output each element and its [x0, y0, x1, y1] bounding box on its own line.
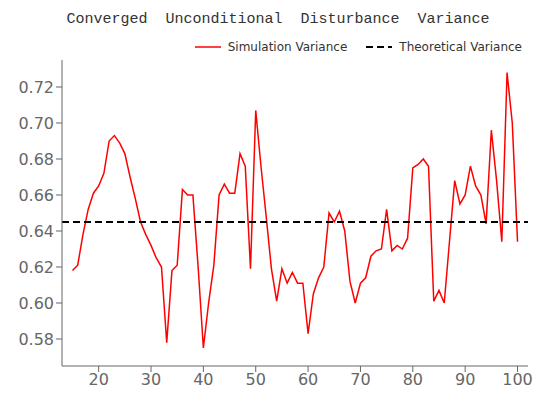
svg-text:30: 30	[141, 370, 161, 389]
svg-text:0.66: 0.66	[18, 186, 54, 205]
svg-text:60: 60	[298, 370, 318, 389]
svg-text:100: 100	[502, 370, 533, 389]
svg-text:0.62: 0.62	[18, 258, 54, 277]
svg-text:70: 70	[350, 370, 370, 389]
svg-text:90: 90	[455, 370, 475, 389]
svg-text:0.70: 0.70	[18, 114, 54, 133]
svg-text:50: 50	[246, 370, 266, 389]
svg-text:80: 80	[403, 370, 423, 389]
svg-text:0.68: 0.68	[18, 150, 54, 169]
html-text:Converged Unconditional Distur: Converged Unconditional Disturbance Vari…	[66, 11, 490, 28]
svg-text:0.60: 0.60	[18, 294, 54, 313]
html-text:Theoretical Variance: Theoretical Variance	[399, 40, 522, 54]
svg-text:0.58: 0.58	[18, 330, 54, 349]
svg-text:0.72: 0.72	[18, 78, 54, 97]
html-text:Simulation Variance: Simulation Variance	[227, 40, 348, 54]
svg-text:0.64: 0.64	[18, 222, 54, 241]
svg-text:20: 20	[88, 370, 108, 389]
svg-text:40: 40	[193, 370, 213, 389]
